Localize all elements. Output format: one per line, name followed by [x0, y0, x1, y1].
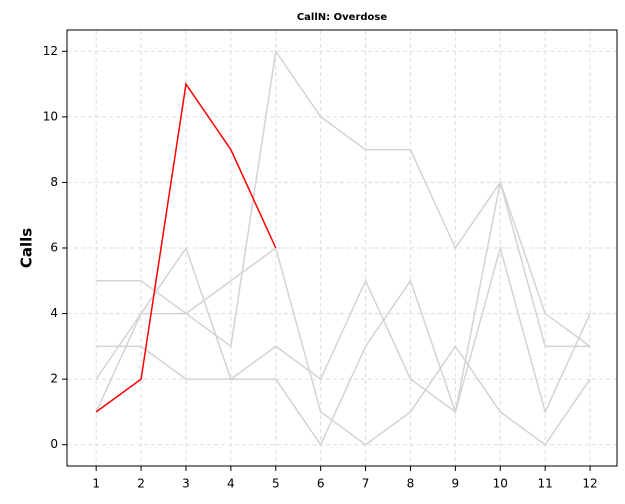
x-tick-label: 9: [452, 477, 460, 491]
series-line: [95, 82, 277, 413]
chart-title: CallN: Overdose: [297, 12, 388, 23]
series-line: [95, 246, 591, 446]
series-line: [96, 179, 591, 447]
x-tick-label: 4: [227, 477, 235, 491]
y-tick-label: 2: [50, 372, 58, 386]
x-tick-label: 12: [582, 477, 597, 491]
y-tick-label: 12: [43, 44, 58, 58]
x-tick-label: 6: [317, 477, 325, 491]
x-tick-label: 11: [538, 477, 553, 491]
x-tick-label: 3: [182, 477, 190, 491]
x-tick-label: 10: [493, 477, 508, 491]
x-tick-label: 2: [137, 477, 145, 491]
y-tick-label: 6: [50, 241, 58, 255]
series-line: [95, 245, 591, 415]
y-tick-label: 8: [50, 175, 58, 189]
x-tick-label: 7: [362, 477, 370, 491]
x-tick-label: 5: [272, 477, 280, 491]
y-axis-label: Calls: [18, 228, 36, 268]
y-tick-label: 4: [50, 306, 58, 320]
series-line: [96, 49, 591, 348]
x-tick-label: 8: [407, 477, 415, 491]
plot-frame: [66, 29, 618, 467]
y-tick-label: 0: [50, 437, 58, 451]
y-tick-label: 10: [43, 109, 58, 123]
x-tick-label: 1: [92, 477, 100, 491]
